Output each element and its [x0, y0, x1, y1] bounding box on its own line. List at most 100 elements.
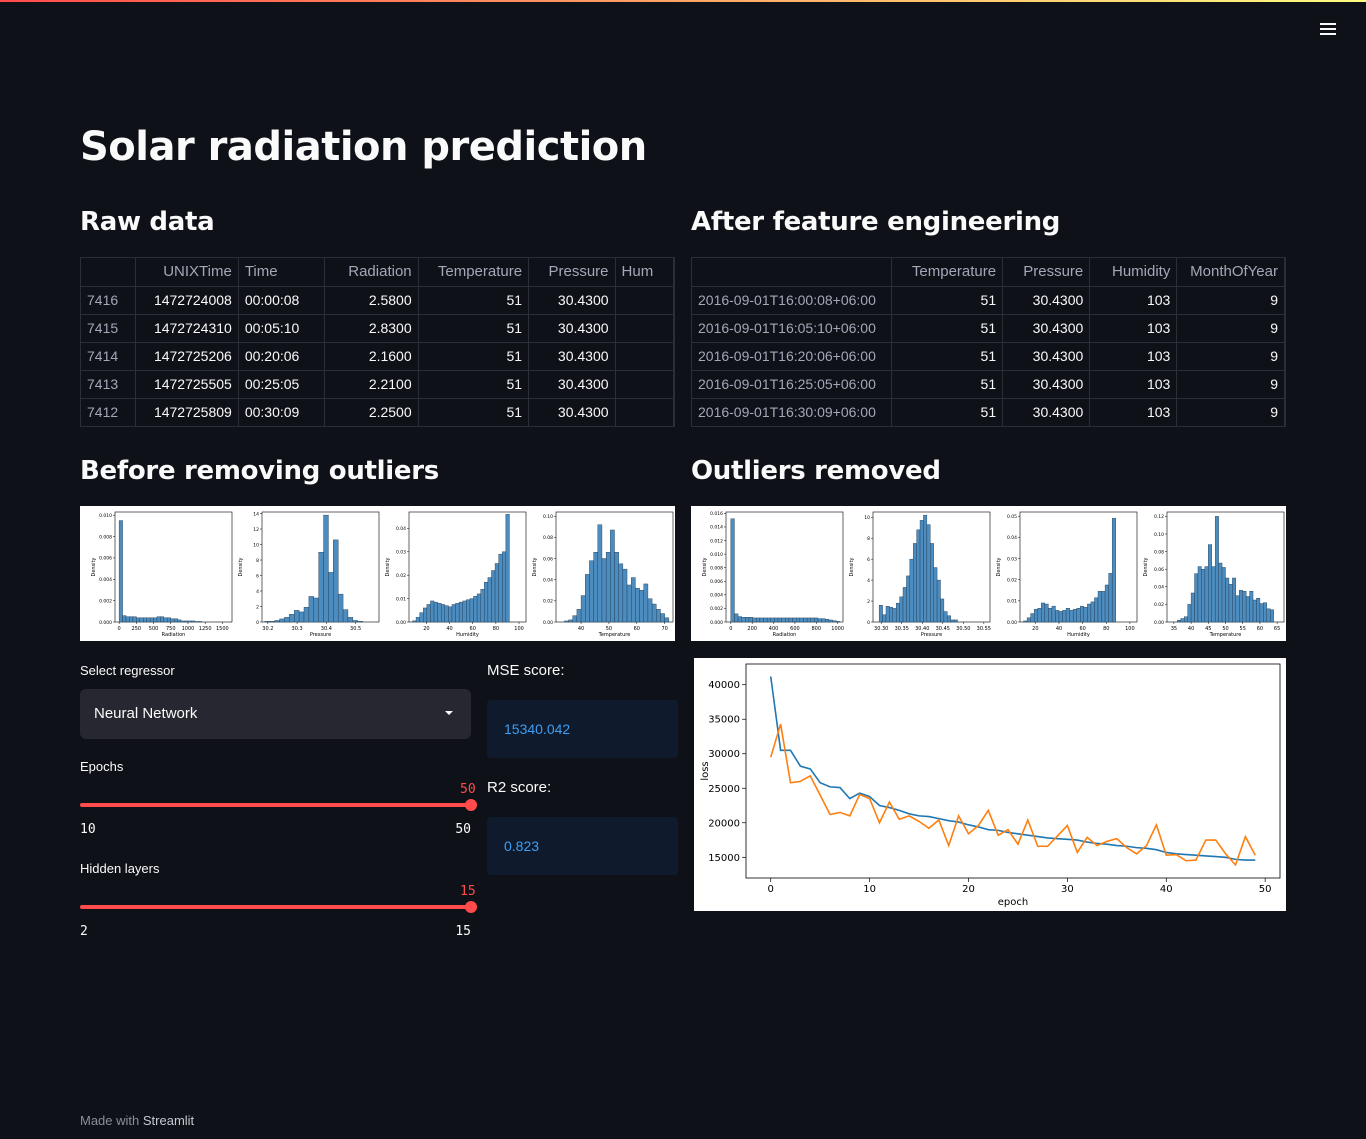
- table-cell[interactable]: 51: [891, 370, 1004, 399]
- table-cell[interactable]: 1472725206: [135, 342, 239, 371]
- table-cell[interactable]: [615, 342, 674, 371]
- y-tick-label: 0: [867, 620, 870, 626]
- table-cell[interactable]: 1472724008: [135, 286, 239, 315]
- column-header[interactable]: [692, 258, 892, 287]
- table-cell[interactable]: 30.4300: [528, 370, 616, 399]
- raw-data-table[interactable]: UNIXTime Time Radiation Temperature Pres…: [80, 257, 675, 427]
- streamlit-link[interactable]: Streamlit: [142, 1113, 195, 1128]
- x-tick-label: 0: [118, 626, 121, 632]
- table-row[interactable]: 7413 1472725505 00:25:05 2.2100 51 30.4300: [81, 370, 674, 399]
- table-cell[interactable]: 7414: [81, 342, 137, 371]
- table-cell[interactable]: 103: [1089, 342, 1178, 371]
- table-cell[interactable]: 30.4300: [528, 314, 616, 343]
- feature-engineered-table[interactable]: Temperature Pressure Humidity MonthOfYea…: [691, 257, 1286, 427]
- column-header[interactable]: Hum: [615, 258, 674, 287]
- table-cell[interactable]: 51: [891, 286, 1004, 315]
- table-row[interactable]: 7415 1472724310 00:05:10 2.8300 51 30.4300: [81, 314, 674, 343]
- histogram-bar: [803, 617, 808, 623]
- table-cell[interactable]: 30.4300: [528, 398, 616, 426]
- table-cell[interactable]: 7416: [81, 286, 137, 315]
- table-cell[interactable]: 30.4300: [1002, 342, 1091, 371]
- table-cell[interactable]: 7415: [81, 314, 137, 343]
- histogram-bar: [795, 617, 801, 623]
- table-cell[interactable]: 2016-09-01T16:30:09+06:00: [692, 398, 892, 426]
- table-cell[interactable]: [615, 286, 674, 315]
- column-header[interactable]: UNIXTime: [135, 258, 239, 287]
- table-cell[interactable]: [615, 370, 674, 399]
- table-row[interactable]: 7412 1472725809 00:30:09 2.2500 51 30.4300: [81, 398, 674, 426]
- column-header[interactable]: [81, 258, 137, 287]
- table-cell[interactable]: 2016-09-01T16:20:06+06:00: [692, 342, 892, 371]
- table-cell[interactable]: 1472724310: [135, 314, 239, 343]
- hidden-layers-slider[interactable]: 15 2 15: [80, 882, 477, 942]
- table-cell[interactable]: 30.4300: [528, 286, 616, 315]
- table-cell[interactable]: 51: [891, 398, 1004, 426]
- table-cell[interactable]: 9: [1176, 342, 1285, 371]
- table-cell[interactable]: 7413: [81, 370, 137, 399]
- table-cell[interactable]: 2016-09-01T16:00:08+06:00: [692, 286, 892, 315]
- table-cell[interactable]: 2.2500: [324, 398, 419, 426]
- table-cell[interactable]: 00:00:08: [238, 286, 325, 315]
- table-row[interactable]: 2016-09-01T16:20:06+06:00 51 30.4300 103 9: [692, 342, 1285, 371]
- table-cell[interactable]: 9: [1176, 370, 1285, 399]
- column-header[interactable]: Radiation: [324, 258, 419, 287]
- table-cell[interactable]: 00:30:09: [238, 398, 325, 426]
- regressor-select[interactable]: Neural Network: [80, 689, 471, 739]
- table-cell[interactable]: 00:20:06: [238, 342, 325, 371]
- column-header[interactable]: Pressure: [528, 258, 616, 287]
- table-cell[interactable]: 103: [1089, 398, 1178, 426]
- table-cell[interactable]: 7412: [81, 398, 137, 426]
- table-row[interactable]: 7414 1472725206 00:20:06 2.1600 51 30.4300: [81, 342, 674, 371]
- table-cell[interactable]: 2016-09-01T16:05:10+06:00: [692, 314, 892, 343]
- hamburger-menu-icon[interactable]: [1318, 20, 1338, 38]
- table-cell[interactable]: 30.4300: [1002, 370, 1091, 399]
- table-cell[interactable]: 103: [1089, 314, 1178, 343]
- table-cell[interactable]: 30.4300: [528, 342, 616, 371]
- column-header[interactable]: Pressure: [1002, 258, 1091, 287]
- hidden-layers-slider-track[interactable]: [80, 905, 471, 909]
- table-cell[interactable]: 00:05:10: [238, 314, 325, 343]
- histogram-bar: [284, 617, 290, 623]
- column-header[interactable]: Humidity: [1089, 258, 1178, 287]
- column-header[interactable]: Temperature: [418, 258, 530, 287]
- epochs-slider-thumb[interactable]: [465, 799, 477, 811]
- column-header[interactable]: Time: [238, 258, 325, 287]
- table-cell[interactable]: 00:25:05: [238, 370, 325, 399]
- table-cell[interactable]: 51: [418, 314, 530, 343]
- column-header[interactable]: Temperature: [891, 258, 1004, 287]
- table-row[interactable]: 2016-09-01T16:05:10+06:00 51 30.4300 103 9: [692, 314, 1285, 343]
- table-row[interactable]: 2016-09-01T16:30:09+06:00 51 30.4300 103 9: [692, 398, 1285, 426]
- histogram-bar: [1228, 583, 1233, 623]
- histogram-bar: [940, 598, 945, 623]
- hidden-layers-slider-thumb[interactable]: [465, 901, 477, 913]
- table-cell[interactable]: 51: [891, 342, 1004, 371]
- table-cell[interactable]: [615, 398, 674, 426]
- table-cell[interactable]: 2.2100: [324, 370, 419, 399]
- table-cell[interactable]: 51: [891, 314, 1004, 343]
- table-row[interactable]: 2016-09-01T16:00:08+06:00 51 30.4300 103 9: [692, 286, 1285, 315]
- table-cell[interactable]: 103: [1089, 286, 1178, 315]
- table-row[interactable]: 7416 1472724008 00:00:08 2.5800 51 30.4300: [81, 286, 674, 315]
- table-cell[interactable]: 2016-09-01T16:25:05+06:00: [692, 370, 892, 399]
- epochs-slider[interactable]: 50 10 50: [80, 780, 477, 840]
- table-cell[interactable]: 2.1600: [324, 342, 419, 371]
- table-cell[interactable]: 2.8300: [324, 314, 419, 343]
- table-cell[interactable]: [615, 314, 674, 343]
- table-cell[interactable]: 1472725809: [135, 398, 239, 426]
- table-cell[interactable]: 30.4300: [1002, 286, 1091, 315]
- table-cell[interactable]: 51: [418, 398, 530, 426]
- table-cell[interactable]: 9: [1176, 398, 1285, 426]
- table-cell[interactable]: 103: [1089, 370, 1178, 399]
- table-cell[interactable]: 51: [418, 286, 530, 315]
- table-cell[interactable]: 1472725505: [135, 370, 239, 399]
- table-cell[interactable]: 2.5800: [324, 286, 419, 315]
- table-cell[interactable]: 30.4300: [1002, 314, 1091, 343]
- table-cell[interactable]: 30.4300: [1002, 398, 1091, 426]
- table-cell[interactable]: 9: [1176, 314, 1285, 343]
- table-cell[interactable]: 9: [1176, 286, 1285, 315]
- table-cell[interactable]: 51: [418, 342, 530, 371]
- column-header[interactable]: MonthOfYear: [1176, 258, 1285, 287]
- table-row[interactable]: 2016-09-01T16:25:05+06:00 51 30.4300 103 9: [692, 370, 1285, 399]
- table-cell[interactable]: 51: [418, 370, 530, 399]
- epochs-slider-track[interactable]: [80, 803, 471, 807]
